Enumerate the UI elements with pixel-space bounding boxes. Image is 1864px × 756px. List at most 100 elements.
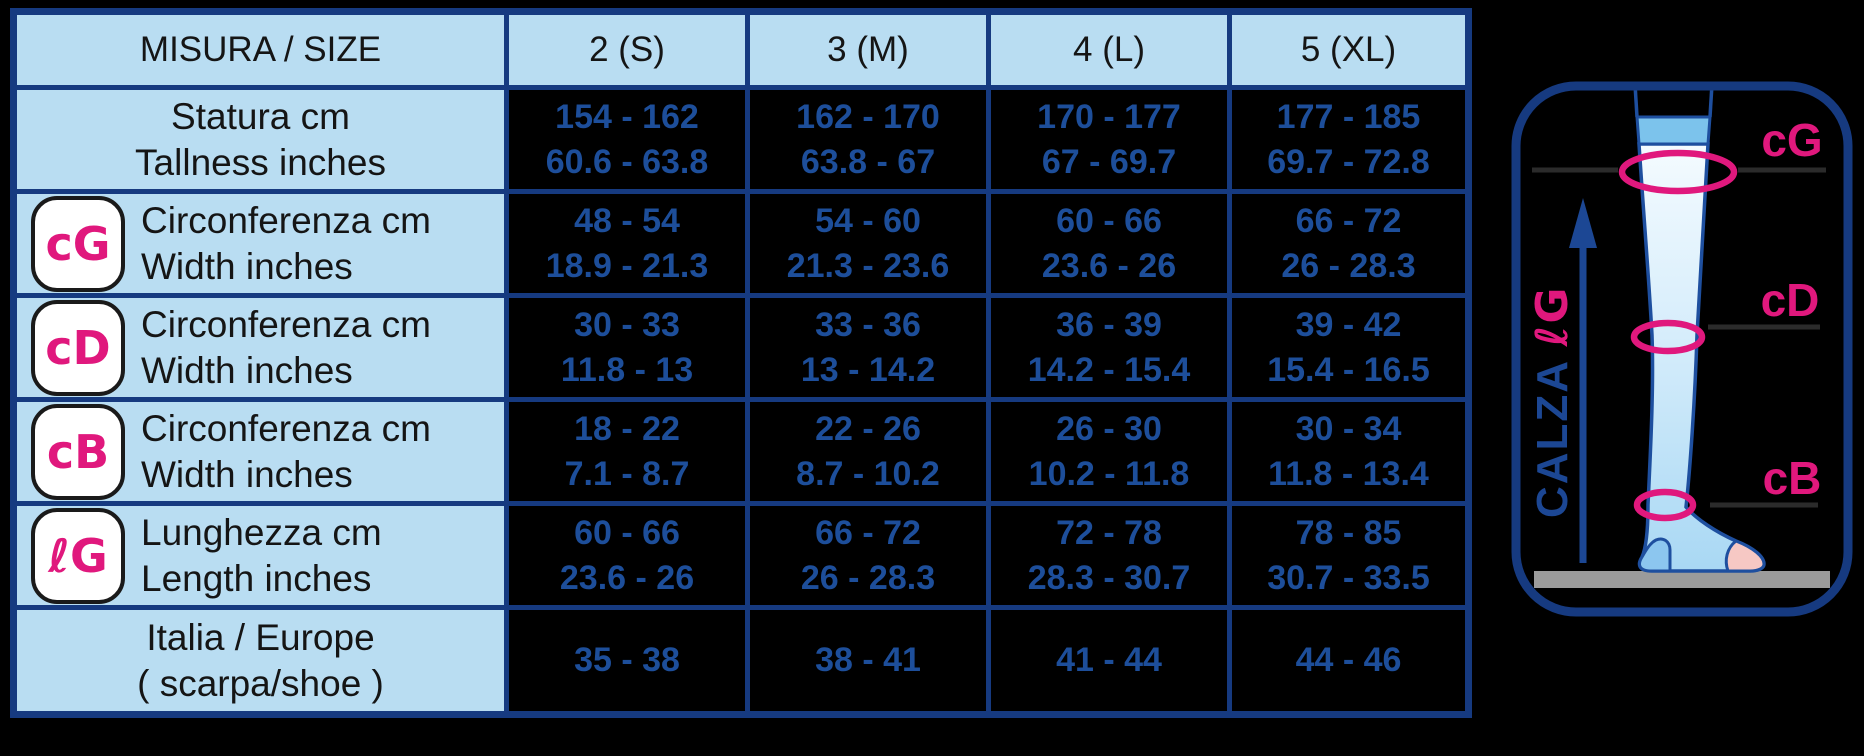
cd-icon: cD [31,299,125,396]
row-label-line2: Length inches [141,557,372,599]
value-cm: 33 - 36 [815,305,921,344]
value-cm: 48 - 54 [574,201,680,240]
value-in: 18.9 - 21.3 [545,246,709,285]
header-row: MISURA / SIZE 2 (S) 3 (M) 4 (L) 5 (XL) [11,9,1471,90]
value-in: 11.8 - 13 [560,350,694,389]
row-label-statura: Statura cm Tallness inches [11,85,509,194]
length-arrow-head [1569,198,1597,248]
cd-ellipse [1630,319,1706,355]
value-in: 8.7 - 10.2 [796,454,940,493]
row-label-cg: cG Circonferenza cm Width inches [11,189,509,298]
value-cm: 72 - 78 [1056,513,1162,552]
table-row-cb: cB Circonferenza cm Width inches 18 - 22… [11,397,1471,506]
value-cm: 66 - 72 [815,513,921,552]
cb-icon: cB [31,403,125,500]
table-row-cd: cD Circonferenza cm Width inches 30 - 33… [11,293,1471,402]
calza-lg-label: CALZA ℓG [1527,285,1578,518]
row-label-line1: Circonferenza cm [141,303,431,345]
size-value-cell: 22 - 26 8.7 - 10.2 [745,397,991,506]
row-label-line2: Width inches [141,349,353,391]
calza-text: CALZA [1528,346,1577,518]
value-in: 63.8 - 67 [800,142,936,181]
header-size-2s: 2 (S) [504,9,750,90]
row-label-cd: cD Circonferenza cm Width inches [11,293,509,402]
value-cm: 60 - 66 [1056,201,1162,240]
value-in: 10.2 - 11.8 [1028,454,1190,493]
table-row-statura: Statura cm Tallness inches 154 - 162 60.… [11,85,1471,194]
value-cm: 66 - 72 [1295,201,1402,240]
size-value-cell: 30 - 34 11.8 - 13.4 [1227,397,1471,506]
header-size-3m: 3 (M) [745,9,991,90]
row-label-line1: Lunghezza cm [141,511,382,553]
value-in: 14.2 - 15.4 [1027,350,1191,389]
lg-script-text: ℓG [1527,285,1578,347]
lg-icon: ℓG [31,507,125,604]
row-label-line2: ( scarpa/shoe ) [137,662,384,704]
value-cm: 177 - 185 [1276,97,1421,136]
row-label-line2: Width inches [141,245,353,287]
row-label-line2: Width inches [141,453,353,495]
size-value-cell: 162 - 170 63.8 - 67 [745,85,991,194]
header-size-4l: 4 (L) [986,9,1232,90]
value-cm: 60 - 66 [574,513,680,552]
value-cm: 30 - 34 [1295,409,1402,448]
value-cm: 36 - 39 [1056,305,1162,344]
size-value-cell: 44 - 46 [1227,605,1471,717]
size-value-cell: 177 - 185 69.7 - 72.8 [1227,85,1471,194]
size-value-cell: 41 - 44 [986,605,1232,717]
value-in: 23.6 - 26 [1041,246,1177,285]
value-cm: 170 - 177 [1037,97,1181,136]
size-value-cell: 72 - 78 28.3 - 30.7 [986,501,1232,610]
value-cm: 44 - 46 [1295,641,1402,679]
value-in: 26 - 28.3 [1281,246,1416,285]
size-value-cell: 30 - 33 11.8 - 13 [504,293,750,402]
value-cm: 162 - 170 [796,97,940,136]
row-label-line1: Circonferenza cm [141,407,431,449]
cg-icon: cG [31,195,125,292]
size-value-cell: 39 - 42 15.4 - 16.5 [1227,293,1471,402]
cb-label: cB [1763,452,1822,504]
value-cm: 26 - 30 [1056,409,1162,448]
size-value-cell: 38 - 41 [745,605,991,717]
row-label-shoe: Italia / Europe ( scarpa/shoe ) [11,605,509,717]
value-in: 28.3 - 30.7 [1027,558,1191,597]
table-row-shoe: Italia / Europe ( scarpa/shoe ) 35 - 38 … [11,605,1471,717]
diagram-frame [1511,81,1853,617]
value-in: 11.8 - 13.4 [1268,454,1429,493]
stocking-cuff [1635,115,1712,146]
toe-opening [1724,539,1766,573]
value-cm: 154 - 162 [555,97,699,136]
header-size-5xl: 5 (XL) [1227,9,1471,90]
row-label-line2: Tallness inches [135,141,386,183]
table-row-lg: ℓG Lunghezza cm Length inches 60 - 66 23… [11,501,1471,610]
size-value-cell: 35 - 38 [504,605,750,717]
size-value-cell: 48 - 54 18.9 - 21.3 [504,189,750,298]
header-misura-size: MISURA / SIZE [11,9,509,90]
value-in: 60.6 - 63.8 [545,142,709,181]
value-in: 67 - 69.7 [1041,142,1177,181]
row-label-line1: Circonferenza cm [141,199,431,241]
size-value-cell: 36 - 39 14.2 - 15.4 [986,293,1232,402]
value-in: 69.7 - 72.8 [1267,142,1430,181]
size-value-cell: 154 - 162 60.6 - 63.8 [504,85,750,194]
value-in: 30.7 - 33.5 [1267,558,1430,597]
value-cm: 54 - 60 [815,201,921,240]
value-in: 26 - 28.3 [800,558,936,597]
floor-bar [1534,571,1830,588]
value-in: 13 - 14.2 [800,350,936,389]
size-value-cell: 60 - 66 23.6 - 26 [986,189,1232,298]
value-cm: 39 - 42 [1295,305,1402,344]
row-label-line1: Italia / Europe [146,616,375,658]
value-in: 15.4 - 16.5 [1267,350,1430,389]
value-cm: 30 - 33 [574,305,680,344]
value-cm: 22 - 26 [815,409,921,448]
row-label-cb: cB Circonferenza cm Width inches [11,397,509,506]
value-cm: 78 - 85 [1295,513,1402,552]
size-value-cell: 26 - 30 10.2 - 11.8 [986,397,1232,506]
cd-label: cD [1761,274,1820,326]
cg-ellipse [1618,149,1738,195]
value-in: 7.1 - 8.7 [564,454,690,493]
cb-ellipse [1633,488,1697,522]
size-value-cell: 66 - 72 26 - 28.3 [745,501,991,610]
